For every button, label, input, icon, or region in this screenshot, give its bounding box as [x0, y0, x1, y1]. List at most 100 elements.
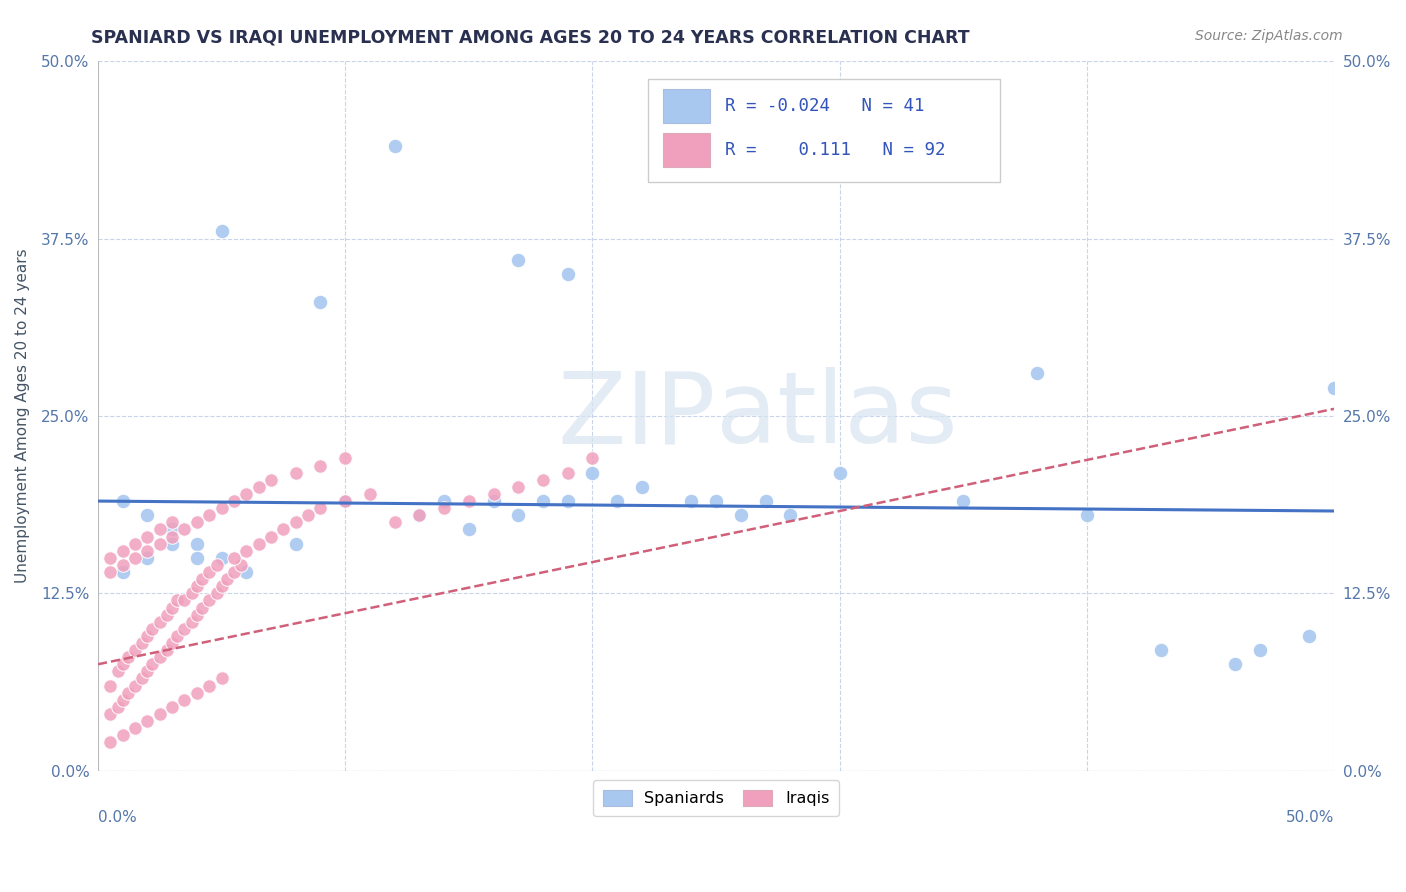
Point [166, 593, 188, 607]
Point [186, 579, 208, 593]
Point [141, 622, 163, 636]
Point [631, 480, 654, 494]
Point [198, 508, 221, 523]
Point [160, 699, 183, 714]
Point [1225, 657, 1247, 672]
Point [235, 543, 257, 558]
Point [335, 451, 357, 466]
Point [160, 523, 183, 537]
Point [160, 530, 183, 544]
Point [136, 665, 159, 679]
Point [136, 714, 159, 728]
Point [408, 508, 430, 523]
Point [131, 672, 153, 686]
Point [141, 657, 163, 672]
Point [136, 550, 159, 565]
Point [754, 494, 776, 508]
Point [482, 494, 505, 508]
Point [186, 607, 208, 622]
Point [160, 600, 183, 615]
Point [205, 558, 228, 572]
Point [166, 629, 188, 643]
Point [124, 550, 146, 565]
Point [222, 565, 245, 579]
Point [235, 487, 257, 501]
Point [309, 295, 332, 310]
Point [284, 516, 307, 530]
Point [117, 686, 139, 700]
Point [124, 536, 146, 550]
Point [173, 523, 195, 537]
Point [149, 536, 172, 550]
Point [222, 494, 245, 508]
Point [160, 536, 183, 550]
Point [180, 586, 202, 600]
Point [111, 728, 134, 742]
Point [211, 579, 233, 593]
Point [273, 523, 295, 537]
Text: R = -0.024   N = 41: R = -0.024 N = 41 [724, 97, 924, 115]
Point [297, 508, 319, 523]
Point [107, 665, 129, 679]
Point [149, 615, 172, 629]
Point [136, 530, 159, 544]
Point [433, 494, 456, 508]
Point [222, 550, 245, 565]
Point [681, 494, 703, 508]
Point [198, 593, 221, 607]
Point [186, 536, 208, 550]
Point [211, 672, 233, 686]
Point [384, 516, 406, 530]
Point [335, 494, 357, 508]
Point [557, 466, 579, 480]
Point [482, 487, 505, 501]
Point [124, 679, 146, 693]
FancyBboxPatch shape [662, 89, 710, 123]
Text: atlas: atlas [716, 368, 957, 465]
Point [124, 721, 146, 735]
Point [173, 622, 195, 636]
Point [828, 466, 851, 480]
FancyBboxPatch shape [662, 133, 710, 167]
Text: 0.0%: 0.0% [98, 810, 136, 825]
Point [531, 494, 554, 508]
Point [111, 494, 134, 508]
Point [191, 600, 214, 615]
Point [111, 692, 134, 706]
Point [557, 494, 579, 508]
Point [531, 473, 554, 487]
Point [211, 224, 233, 238]
Point [160, 516, 183, 530]
Point [180, 615, 202, 629]
Point [779, 508, 801, 523]
Point [191, 572, 214, 586]
Point [198, 679, 221, 693]
Point [1323, 380, 1346, 394]
Point [284, 466, 307, 480]
Point [160, 636, 183, 650]
Point [1026, 367, 1049, 381]
Point [186, 516, 208, 530]
Point [359, 487, 381, 501]
Text: 50.0%: 50.0% [1286, 810, 1334, 825]
Point [235, 565, 257, 579]
Point [98, 735, 121, 749]
Point [173, 593, 195, 607]
Point [149, 650, 172, 665]
Point [131, 636, 153, 650]
Point [704, 494, 727, 508]
Point [581, 466, 603, 480]
Point [309, 501, 332, 516]
Point [98, 565, 121, 579]
Point [335, 494, 357, 508]
Point [247, 536, 270, 550]
Y-axis label: Unemployment Among Ages 20 to 24 years: Unemployment Among Ages 20 to 24 years [15, 249, 30, 583]
Point [1076, 508, 1098, 523]
Point [156, 643, 179, 657]
Point [384, 139, 406, 153]
Point [205, 586, 228, 600]
Point [1150, 643, 1173, 657]
Point [117, 650, 139, 665]
Point [198, 565, 221, 579]
Point [149, 523, 172, 537]
